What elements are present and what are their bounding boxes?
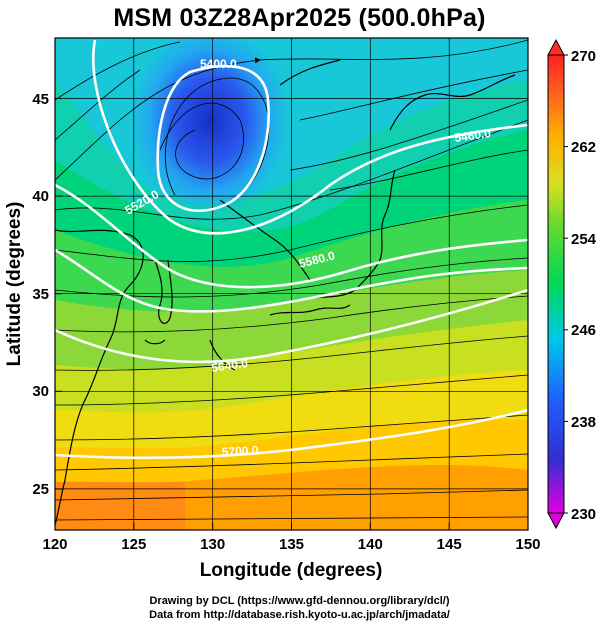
contour-5700 [55, 408, 528, 460]
colorbar: 270 262 254 246 238 230 [547, 38, 597, 530]
y-tick-label: 45 [32, 91, 49, 108]
map-title: MSM 03Z28Apr2025 (500.0hPa) [113, 4, 486, 32]
y-tick-label: 40 [32, 188, 49, 205]
contour-label-5400: 5400.0 [200, 57, 237, 71]
colorbar-label: 230 [571, 506, 596, 523]
credit-line-drawing: Drawing by DCL (https://www.gfd-dennou.o… [149, 595, 450, 607]
y-tick-label: 35 [32, 286, 49, 303]
x-tick-label: 135 [279, 536, 304, 553]
contour-5580 [55, 248, 528, 313]
height-contours [55, 39, 528, 460]
contour-5400 [156, 64, 270, 213]
x-tick-labels: 120 125 130 135 140 145 150 [42, 536, 540, 553]
contour-label-5460: 5460.0 [453, 126, 492, 145]
contour-5460 [92, 39, 528, 235]
y-axis-title: Latitude (degrees) [4, 202, 25, 367]
x-tick-label: 130 [200, 536, 225, 553]
y-tick-label: 30 [32, 383, 49, 400]
axis-ticks [54, 98, 529, 530]
coastlines [55, 59, 516, 526]
colorbar-label: 262 [571, 139, 596, 156]
x-axis-title: Longitude (degrees) [200, 560, 383, 581]
x-tick-label: 140 [358, 536, 383, 553]
credit-line-data: Data from http://database.rish.kyoto-u.a… [149, 609, 450, 621]
contour-5520 [55, 183, 528, 289]
contour-5640 [55, 288, 528, 364]
colorbar-min-triangle [547, 512, 565, 530]
x-tick-label: 120 [42, 536, 67, 553]
colorbar-scale [547, 54, 565, 514]
colorbar-label: 238 [571, 414, 596, 431]
credit-text: Drawing by DCL (https://www.gfd-dennou.o… [0, 594, 599, 622]
grid-lines [55, 38, 528, 530]
colorbar-max-triangle [547, 38, 565, 56]
x-tick-label: 150 [515, 536, 540, 553]
x-tick-label: 145 [437, 536, 462, 553]
colorbar-label: 246 [571, 322, 596, 339]
y-tick-labels: 25 30 35 40 45 [32, 91, 49, 498]
x-tick-label: 125 [121, 536, 146, 553]
contour-label-5700: 5700.0 [221, 443, 259, 459]
colorbar-label: 254 [571, 231, 597, 248]
contour-label-5640: 5640.0 [210, 356, 249, 375]
y-tick-label: 25 [32, 481, 49, 498]
colorbar-label: 270 [571, 48, 596, 65]
